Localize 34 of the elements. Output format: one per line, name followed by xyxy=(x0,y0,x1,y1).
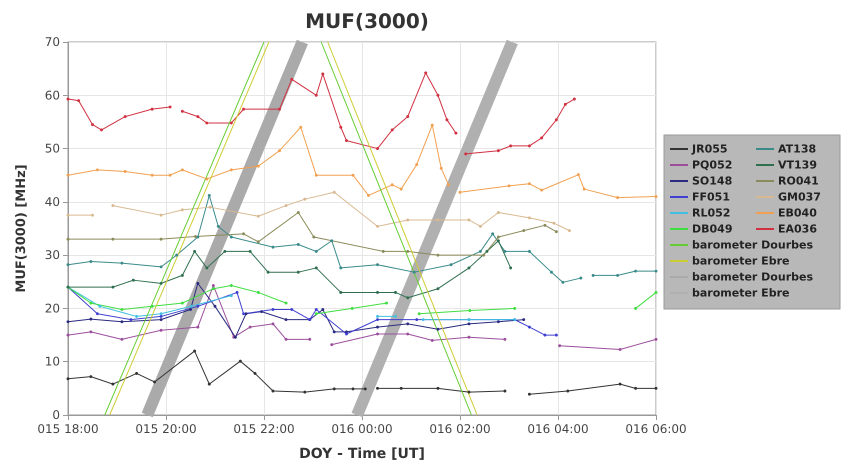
legend-label: RL052 xyxy=(692,206,730,220)
legend-label: barometer Ebre xyxy=(692,254,790,268)
y-tick-label: 60 xyxy=(44,88,60,102)
legend-label: VT139 xyxy=(778,158,817,172)
x-tick-label: 016 04:00 xyxy=(527,422,589,436)
x-tick-label: 015 20:00 xyxy=(135,422,197,436)
x-tick-label: 016 00:00 xyxy=(331,422,393,436)
legend-label: GM037 xyxy=(778,190,821,204)
legend-label: JR055 xyxy=(691,142,728,156)
x-axis-title: DOY - Time [UT] xyxy=(299,446,425,462)
legend-label: barometer Dourbes xyxy=(692,238,814,252)
legend-label: barometer Dourbes xyxy=(692,270,814,284)
chart-title: MUF(3000) xyxy=(305,9,429,33)
legend-label: EA036 xyxy=(778,222,818,236)
y-tick-label: 40 xyxy=(44,194,60,209)
legend-label: SO148 xyxy=(692,174,732,188)
y-tick-label: 50 xyxy=(44,142,60,156)
x-tick-label: 015 22:00 xyxy=(233,422,295,436)
y-axis-title: MUF(3000) [MHz] xyxy=(14,164,29,293)
legend-label: FF051 xyxy=(692,190,730,204)
y-tick-label: 30 xyxy=(44,248,60,262)
legend-label: AT138 xyxy=(778,142,816,156)
y-tick-label: 0 xyxy=(52,408,60,422)
legend-label: RO041 xyxy=(778,174,819,188)
legend-label: PQ052 xyxy=(692,158,732,172)
legend-label: EB040 xyxy=(778,206,818,220)
x-tick-label: 016 02:00 xyxy=(429,422,491,436)
legend-label: DB049 xyxy=(692,222,732,236)
y-tick-label: 20 xyxy=(44,301,60,316)
y-tick-label: 70 xyxy=(44,35,60,49)
x-tick-label: 016 06:00 xyxy=(625,422,687,436)
y-tick-label: 10 xyxy=(44,354,60,369)
legend-label: barometer Ebre xyxy=(692,286,790,300)
x-tick-label: 015 18:00 xyxy=(37,422,99,436)
